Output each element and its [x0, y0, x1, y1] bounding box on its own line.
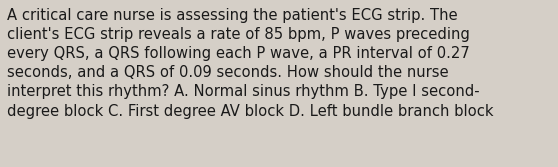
Text: A critical care nurse is assessing the patient's ECG strip. The
client's ECG str: A critical care nurse is assessing the p… — [7, 8, 494, 119]
